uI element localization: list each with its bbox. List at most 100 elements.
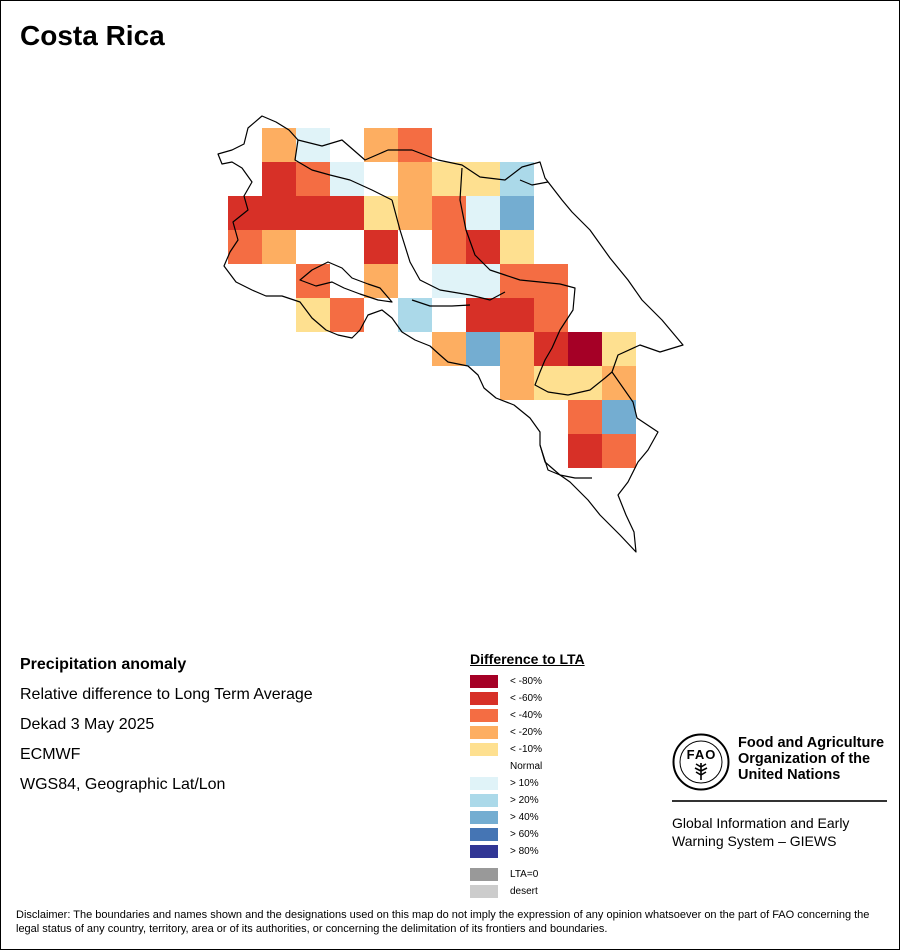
anomaly-grid — [228, 128, 636, 468]
anomaly-cell — [568, 366, 602, 400]
legend: Difference to LTA < -80% < -60% < -40% < -2… — [470, 651, 585, 900]
fao-organization-name: Food and Agriculture Organization of the… — [738, 735, 900, 783]
anomaly-cell — [398, 298, 432, 332]
anomaly-cell — [466, 298, 500, 332]
anomaly-cell — [262, 162, 296, 196]
legend-label: > 80% — [510, 846, 539, 857]
anomaly-cell — [466, 332, 500, 366]
anomaly-cell — [262, 128, 296, 162]
anomaly-cell — [398, 128, 432, 162]
legend-swatch — [470, 868, 498, 881]
anomaly-cell — [432, 196, 466, 230]
info-heading: Precipitation anomaly — [20, 656, 187, 673]
anomaly-cell — [364, 128, 398, 162]
info-line-source: ECMWF — [20, 746, 81, 763]
legend-swatch — [470, 777, 498, 790]
anomaly-cell — [568, 434, 602, 468]
legend-label: > 60% — [510, 829, 539, 840]
legend-label: < -20% — [510, 727, 542, 738]
legend-items: < -80% < -60% < -40% < -20% < -10% Normal > 10… — [470, 673, 585, 860]
legend-item: < -80% — [470, 673, 585, 690]
legend-label: Normal — [510, 761, 543, 772]
anomaly-cell — [534, 298, 568, 332]
legend-swatch — [470, 675, 498, 688]
legend-swatch — [470, 726, 498, 739]
anomaly-cell — [568, 400, 602, 434]
legend-label: < -10% — [510, 744, 542, 755]
anomaly-cell — [398, 162, 432, 196]
map-title: Costa Rica — [20, 20, 165, 51]
anomaly-cell — [330, 196, 364, 230]
svg-text:FAO: FAO — [687, 747, 716, 762]
legend-title: Difference to LTA — [470, 651, 585, 667]
legend-label: < -40% — [510, 710, 542, 721]
legend-item: > 60% — [470, 826, 585, 843]
anomaly-cell — [500, 298, 534, 332]
legend-item: < -20% — [470, 724, 585, 741]
anomaly-cell — [364, 230, 398, 264]
anomaly-cell — [568, 332, 602, 366]
anomaly-cell — [500, 162, 534, 196]
anomaly-cell — [500, 366, 534, 400]
anomaly-cell — [534, 264, 568, 298]
anomaly-cell — [534, 366, 568, 400]
fao-emblem-icon: FAO — [672, 733, 730, 791]
legend-swatch — [470, 760, 498, 773]
legend-item: > 40% — [470, 809, 585, 826]
anomaly-cell — [432, 264, 466, 298]
legend-label: > 20% — [510, 795, 539, 806]
fao-name-line-2: Organization of the — [738, 751, 871, 767]
anomaly-cell — [330, 298, 364, 332]
fao-divider — [672, 800, 887, 802]
legend-label: < -80% — [510, 676, 542, 687]
giews-line-1: Global Information and Early — [672, 815, 850, 831]
anomaly-cell — [296, 162, 330, 196]
giews-name: Global Information and Early Warning Sys… — [672, 814, 900, 850]
legend-item: > 20% — [470, 792, 585, 809]
info-line-description: Relative difference to Long Term Average — [20, 686, 313, 703]
legend-swatch — [470, 885, 498, 898]
legend-swatch — [470, 794, 498, 807]
legend-item: Normal — [470, 758, 585, 775]
anomaly-cell — [432, 332, 466, 366]
info-line-projection: WGS84, Geographic Lat/Lon — [20, 776, 226, 793]
legend-item: desert — [470, 883, 585, 900]
anomaly-cell — [602, 400, 636, 434]
anomaly-cell — [602, 434, 636, 468]
map-info: Precipitation anomaly Relative differenc… — [20, 656, 313, 806]
legend-extra-items: LTA=0 desert — [470, 866, 585, 900]
anomaly-cell — [500, 230, 534, 264]
anomaly-cell — [364, 264, 398, 298]
legend-label: < -60% — [510, 693, 542, 704]
legend-item: < -10% — [470, 741, 585, 758]
giews-line-2: Warning System – GIEWS — [672, 833, 837, 849]
anomaly-cell — [262, 196, 296, 230]
legend-swatch — [470, 828, 498, 841]
anomaly-cell — [500, 332, 534, 366]
anomaly-cell — [466, 230, 500, 264]
legend-swatch — [470, 709, 498, 722]
anomaly-cell — [296, 196, 330, 230]
disclaimer: Disclaimer: The boundaries and names sho… — [16, 909, 870, 935]
legend-swatch — [470, 743, 498, 756]
country-outline — [217, 115, 684, 553]
anomaly-map — [217, 115, 684, 553]
info-line-period: Dekad 3 May 2025 — [20, 716, 155, 733]
legend-label: > 10% — [510, 778, 539, 789]
legend-item: < -40% — [470, 707, 585, 724]
anomaly-cell — [466, 264, 500, 298]
legend-item: LTA=0 — [470, 866, 585, 883]
legend-label: > 40% — [510, 812, 539, 823]
fao-name-line-3: United Nations — [738, 767, 841, 783]
anomaly-cell — [432, 230, 466, 264]
legend-swatch — [470, 811, 498, 824]
legend-item: > 80% — [470, 843, 585, 860]
anomaly-cell — [398, 196, 432, 230]
legend-label: desert — [510, 886, 538, 897]
legend-item: < -60% — [470, 690, 585, 707]
anomaly-cell — [262, 230, 296, 264]
anomaly-cell — [466, 196, 500, 230]
anomaly-cell — [500, 196, 534, 230]
legend-swatch — [470, 692, 498, 705]
legend-item: > 10% — [470, 775, 585, 792]
